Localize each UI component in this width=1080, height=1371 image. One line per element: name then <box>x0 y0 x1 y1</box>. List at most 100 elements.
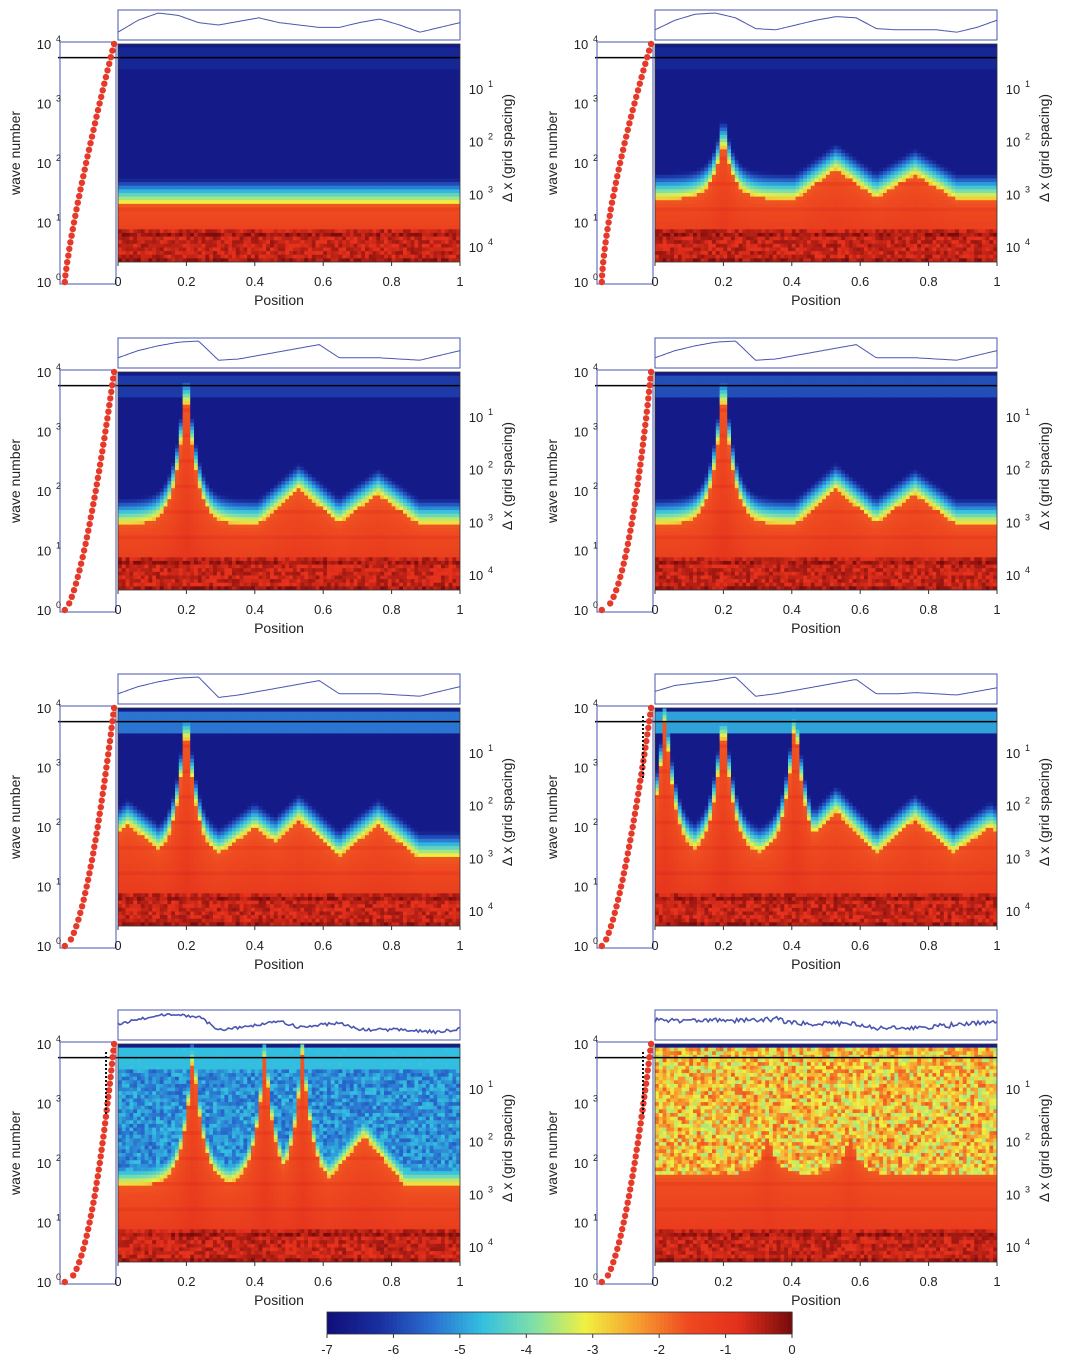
heatmap-cell <box>121 214 127 219</box>
heatmap-cell <box>213 156 218 161</box>
heatmap-cell <box>361 232 366 238</box>
heatmap-cell <box>357 127 362 132</box>
heatmap-cell <box>444 120 450 125</box>
heatmap-cell <box>327 138 332 143</box>
heatmap-cell <box>175 145 180 150</box>
heatmap-cell <box>152 229 157 234</box>
heatmap-cell <box>118 203 123 209</box>
heatmap-cell <box>425 207 431 212</box>
heatmap-cell <box>323 120 328 125</box>
heatmap-cell <box>213 105 218 110</box>
heatmap-cell <box>425 222 431 227</box>
heatmap-cell <box>403 73 408 78</box>
heatmap-cell <box>357 171 362 176</box>
heatmap-cell <box>247 65 252 71</box>
heatmap-cell <box>349 196 355 201</box>
heatmap-cell <box>190 80 195 85</box>
heatmap-cell <box>266 145 271 150</box>
heatmap-cell <box>152 243 157 249</box>
heatmap-cell <box>228 109 233 114</box>
heatmap-cell <box>410 102 415 107</box>
heatmap-cell <box>186 73 191 78</box>
heatmap-cell <box>266 44 271 49</box>
heatmap-cell <box>452 160 457 165</box>
heatmap-cell <box>247 47 252 52</box>
heatmap-cell <box>353 94 358 100</box>
heatmap-cell <box>167 182 172 187</box>
heatmap-cell <box>251 142 256 147</box>
heatmap-cell <box>273 47 279 52</box>
heatmap-cell <box>144 160 149 165</box>
heatmap-cell <box>448 182 453 187</box>
heatmap-cell <box>452 98 457 103</box>
heatmap-cell <box>395 163 400 169</box>
heatmap-cell <box>441 192 446 198</box>
heatmap-cell <box>140 120 146 125</box>
heatmap-cell <box>182 203 187 209</box>
heatmap-cell <box>220 156 225 161</box>
heatmap-cell <box>414 120 419 125</box>
heatmap-cell <box>334 203 339 209</box>
heatmap-cell <box>387 65 393 71</box>
heatmap-cell <box>334 109 339 114</box>
heatmap-cell <box>425 218 431 223</box>
heatmap-cell <box>262 131 267 136</box>
heatmap-cell <box>376 214 381 219</box>
heatmap-cell <box>452 240 457 245</box>
heatmap-cell <box>289 94 294 100</box>
heatmap-cell <box>178 229 184 234</box>
heatmap-cell <box>266 109 271 114</box>
heatmap-cell <box>175 225 180 230</box>
heatmap-cell <box>338 109 343 114</box>
heatmap-cell <box>285 149 290 154</box>
heatmap-cell <box>224 134 229 140</box>
heatmap-cell <box>277 153 282 158</box>
heatmap-cell <box>228 214 233 219</box>
heatmap-cell <box>186 211 191 216</box>
heatmap-cell <box>334 232 339 238</box>
heatmap-cell <box>300 171 305 176</box>
heatmap-cell <box>213 225 218 230</box>
heatmap-cell <box>384 240 389 245</box>
heatmap-cell <box>308 102 313 107</box>
heatmap-cell <box>361 185 366 190</box>
heatmap-cell <box>387 189 393 194</box>
heatmap-cell <box>273 160 279 165</box>
heatmap-cell <box>235 185 241 190</box>
heatmap-cell <box>349 192 355 198</box>
heatmap-cell <box>429 163 434 169</box>
heatmap-cell <box>448 76 453 81</box>
heatmap-cell <box>186 142 191 147</box>
heatmap-cell <box>148 73 153 78</box>
heatmap-cell <box>437 207 442 212</box>
heatmap-cell <box>232 156 237 161</box>
heatmap-cell <box>277 178 282 183</box>
heatmap-cell <box>281 98 286 103</box>
heatmap-cell <box>171 44 176 49</box>
heatmap-cell <box>380 80 385 85</box>
heatmap-cell <box>433 225 438 230</box>
heatmap-cell <box>239 225 244 230</box>
heatmap-cell <box>452 196 457 201</box>
heatmap-cell <box>133 65 138 71</box>
heatmap-cell <box>277 142 282 147</box>
heatmap-cell <box>315 232 320 238</box>
heatmap-cell <box>277 134 282 140</box>
heatmap-cell <box>380 58 385 63</box>
heatmap-cell <box>342 142 347 147</box>
heatmap-cell <box>262 76 267 81</box>
heatmap-cell <box>410 232 415 238</box>
heatmap-cell <box>346 207 351 212</box>
heatmap-cell <box>349 65 355 71</box>
heatmap-cell <box>357 149 362 154</box>
heatmap-cell <box>247 200 252 205</box>
heatmap-cell <box>235 98 241 103</box>
heatmap-cell <box>213 47 218 52</box>
heatmap-cell <box>224 178 229 183</box>
heatmap-cell <box>228 62 233 67</box>
heatmap-cell <box>292 62 298 67</box>
heatmap-cell <box>171 222 176 227</box>
heatmap-cell <box>262 189 267 194</box>
heatmap-cell <box>216 167 222 172</box>
